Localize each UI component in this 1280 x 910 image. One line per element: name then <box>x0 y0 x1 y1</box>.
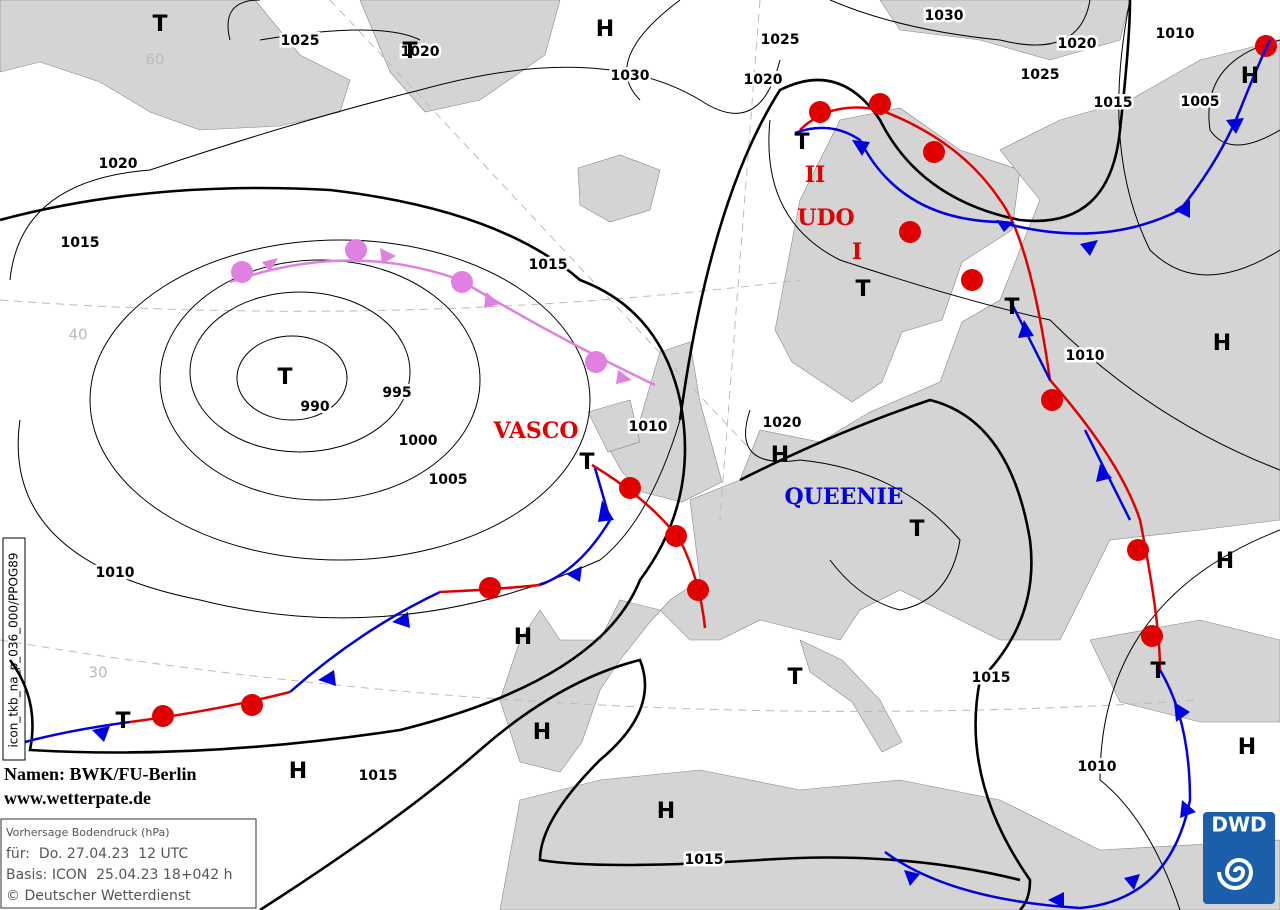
isobar-label: 1030 <box>925 8 964 24</box>
isobar-label: 1015 <box>972 670 1011 686</box>
pressure-center: T <box>787 665 802 690</box>
info-valid: für: Do. 27.04.23 12 UTC <box>6 846 188 862</box>
isobar-label: 990 <box>300 399 329 415</box>
isobar-label: 1025 <box>281 33 320 49</box>
pressure-center: H <box>1213 331 1231 356</box>
latitude-label: 30 <box>88 664 107 682</box>
isobar-label: 1005 <box>1181 94 1220 110</box>
isobar-label: 1020 <box>763 415 802 431</box>
isobar-label: 1025 <box>761 32 800 48</box>
info-title: Vorhersage Bodendruck (hPa) <box>6 826 170 839</box>
pressure-center: H <box>771 443 789 468</box>
isobar-label: 1010 <box>1156 26 1195 42</box>
isobar-label: 1010 <box>1066 348 1105 364</box>
isobar-label: 1010 <box>96 565 135 581</box>
product-code-box <box>2 537 26 761</box>
latitude-label: 60 <box>145 51 164 69</box>
latitude-label: 40 <box>68 326 87 344</box>
isobar-label: 1005 <box>429 472 468 488</box>
isobar-label: 1020 <box>401 44 440 60</box>
isobar-label: 995 <box>382 385 411 401</box>
isobar-label: 1010 <box>1078 759 1117 775</box>
isobar-label: 1020 <box>1058 36 1097 52</box>
pressure-center: T <box>909 517 924 542</box>
pressure-center: H <box>657 799 675 824</box>
isobar-label: 1015 <box>359 768 398 784</box>
pressure-center: H <box>1238 735 1256 760</box>
pressure-center: T <box>1004 295 1019 320</box>
pressure-center: T <box>115 709 130 734</box>
system-name: II <box>805 162 826 188</box>
pressure-center: H <box>1216 549 1234 574</box>
isobar-label: 1030 <box>611 68 650 84</box>
pressure-center: T <box>855 277 870 302</box>
isobar-label: 1000 <box>399 433 438 449</box>
system-name: QUEENIE <box>784 484 903 510</box>
system-name: UDO <box>797 205 854 231</box>
isobar-label: 1020 <box>99 156 138 172</box>
info-basis: Basis: ICON 25.04.23 18+042 h <box>6 867 233 883</box>
dwd-logo: DWD <box>1203 812 1275 904</box>
pressure-center: T <box>277 365 292 390</box>
pressure-center: T <box>579 450 594 475</box>
isobar-label: 1015 <box>529 257 568 273</box>
pressure-center: H <box>533 720 551 745</box>
pressure-center: H <box>514 625 532 650</box>
product-code: icon_tkb_na_p_036_000/PPOG89 <box>7 552 21 747</box>
pressure-center: T <box>152 12 167 37</box>
isobar-label: 1025 <box>1021 67 1060 83</box>
isobar-label: 1015 <box>1094 95 1133 111</box>
isobar-label: 1015 <box>61 235 100 251</box>
fronts <box>24 35 1277 910</box>
labels: 1025 1020 1030 1030 1025 1020 1020 1010 1025 1015… <box>58 6 1259 871</box>
pressure-center: H <box>289 759 307 784</box>
isobar-label: 1010 <box>629 419 668 435</box>
system-name: VASCO <box>493 418 579 444</box>
isobar-label: 1015 <box>685 852 724 868</box>
pressure-center: T <box>794 130 809 155</box>
credit-url: www.wetterpate.de <box>4 788 151 808</box>
info-copyright: © Deutscher Wetterdienst <box>6 888 191 904</box>
logo-text: DWD <box>1211 813 1266 837</box>
pressure-center: H <box>596 17 614 42</box>
credit-names: Namen: BWK/FU-Berlin <box>4 764 196 784</box>
pressure-center: T <box>402 39 417 64</box>
pressure-center: H <box>1241 64 1259 89</box>
pressure-center: T <box>1150 659 1165 684</box>
graticule <box>0 0 1201 712</box>
info-box <box>0 818 257 909</box>
isobar-label: 1020 <box>744 72 783 88</box>
system-name: I <box>852 239 862 265</box>
